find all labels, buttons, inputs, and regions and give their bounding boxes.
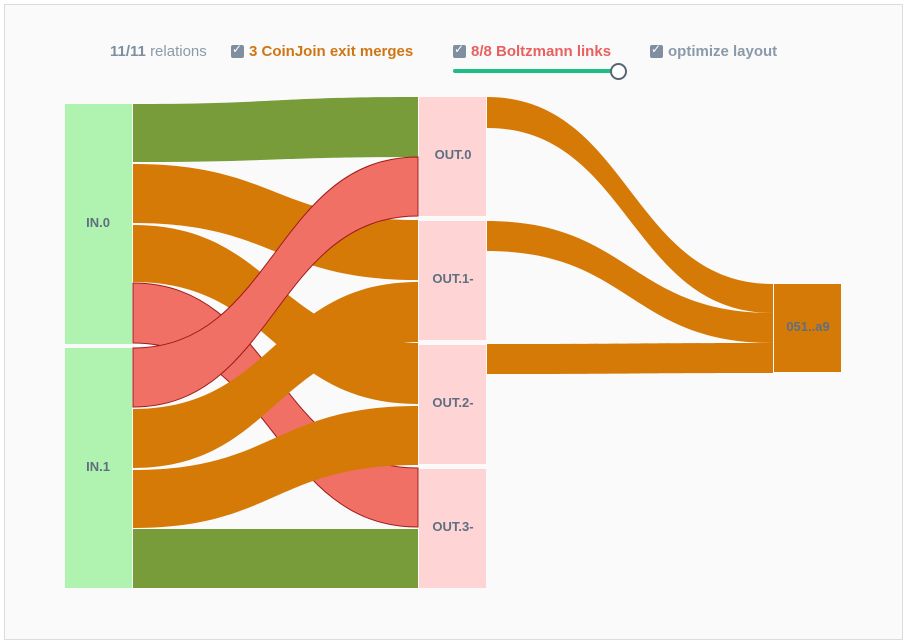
- node-label-out3: OUT.3-: [432, 519, 473, 534]
- link-in0-out1[interactable]: [133, 164, 418, 280]
- link-out1-merge[interactable]: [487, 221, 773, 343]
- node-out2[interactable]: [419, 345, 486, 464]
- optimize-checkbox[interactable]: optimize layout: [650, 42, 778, 60]
- node-label-in0: IN.0: [86, 215, 110, 230]
- controls-bar: 11/11 relations 3 CoinJoin exit merges 8…: [0, 42, 907, 62]
- node-out0[interactable]: [419, 97, 486, 216]
- link-in0-out0[interactable]: [133, 97, 418, 162]
- nodes-layer: [65, 97, 841, 588]
- relations-count: 11/11: [110, 43, 146, 60]
- link-out0-merge[interactable]: [487, 97, 773, 313]
- links-layer: [132, 97, 773, 588]
- link-in1-out2[interactable]: [133, 406, 418, 528]
- node-label-merge: 051..a9: [786, 319, 829, 334]
- node-label-out1: OUT.1-: [432, 271, 473, 286]
- coinjoin-checkbox[interactable]: 3 CoinJoin exit merges: [231, 42, 414, 60]
- boltzmann-checkbox[interactable]: 8/8 Boltzmann links: [453, 42, 612, 60]
- checkbox-checked-icon: [231, 42, 244, 58]
- link-in1-out0[interactable]: [132, 156, 419, 408]
- link-in0-out2[interactable]: [133, 225, 418, 404]
- link-out2-merge[interactable]: [487, 343, 773, 374]
- boltzmann-slider-handle[interactable]: [610, 63, 627, 80]
- node-merge[interactable]: [774, 284, 841, 372]
- node-in0[interactable]: [65, 104, 132, 344]
- node-out3[interactable]: [419, 469, 486, 588]
- node-label-in1: IN.1: [86, 459, 110, 474]
- labels-layer: IN.0 IN.1 OUT.0 OUT.1- OUT.2- OUT.3- 051…: [86, 147, 830, 534]
- checkbox-checked-icon: [453, 42, 466, 58]
- node-in1[interactable]: [65, 348, 132, 588]
- node-label-out2: OUT.2-: [432, 395, 473, 410]
- boltzmann-label: 8/8 Boltzmann links: [471, 43, 612, 60]
- link-in1-out1[interactable]: [133, 282, 418, 468]
- boltzmann-slider-track[interactable]: [453, 69, 616, 73]
- node-out1[interactable]: [419, 221, 486, 340]
- node-label-out0: OUT.0: [435, 147, 472, 162]
- link-in1-out3[interactable]: [133, 529, 418, 588]
- optimize-label: optimize layout: [668, 43, 778, 60]
- relations-label: relations: [150, 43, 207, 60]
- coinjoin-label: 3 CoinJoin exit merges: [249, 43, 414, 60]
- checkbox-checked-icon: [650, 42, 663, 58]
- relations-counter: 11/11 relations: [110, 43, 207, 60]
